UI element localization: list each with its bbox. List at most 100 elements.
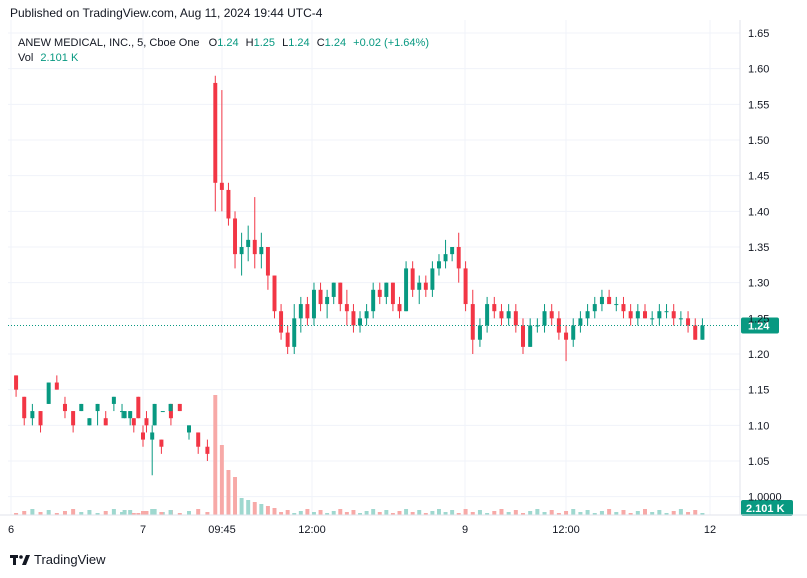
candle-body	[150, 432, 155, 440]
volume-bar	[463, 509, 468, 515]
candle-body	[298, 304, 303, 319]
candle-body	[144, 418, 149, 426]
x-tick-label: 6	[8, 524, 14, 536]
volume-bar	[312, 512, 316, 515]
candle-body	[628, 311, 633, 319]
candle-body	[22, 396, 27, 419]
candle-body	[187, 425, 191, 433]
candle-body	[437, 261, 441, 269]
candle-body	[599, 296, 604, 305]
published-caption: Published on TradingView.com, Aug 11, 20…	[10, 6, 323, 20]
high-value: 1.25	[253, 37, 276, 49]
candle-body	[318, 289, 323, 305]
volume-bar	[71, 509, 76, 515]
volume-badge	[741, 500, 793, 516]
volume-badge-label: 2.101 K	[746, 503, 785, 515]
volume-bar	[298, 511, 303, 515]
volume-bar	[285, 510, 290, 515]
candle-body	[571, 325, 576, 340]
candle-body	[643, 311, 647, 319]
candle-body	[542, 311, 547, 326]
candle-body	[272, 275, 277, 312]
candle-body	[122, 411, 127, 419]
y-tick-label: 1.0000	[748, 492, 782, 504]
y-tick-label: 1.60	[748, 64, 769, 76]
volume-bar	[607, 509, 612, 515]
volume-bar	[141, 511, 145, 515]
candle-body	[390, 282, 395, 305]
candle-body	[141, 432, 145, 440]
price-candles	[14, 75, 705, 476]
candle-body	[693, 325, 698, 340]
volume-bar	[492, 511, 497, 515]
candle-body	[233, 218, 237, 255]
volume-bar	[226, 470, 231, 515]
y-tick-label: 1.65	[748, 28, 769, 40]
candle-body	[456, 247, 461, 269]
y-tick-label: 1.05	[748, 456, 769, 468]
volume-bar	[700, 513, 705, 515]
volume-bar	[578, 512, 583, 515]
candle-body	[477, 325, 482, 340]
candle-body	[14, 375, 19, 390]
candle-body	[196, 432, 201, 447]
candle-body	[384, 282, 389, 297]
open-label: O	[208, 37, 218, 49]
volume-bar	[131, 513, 136, 515]
change-value: +0.02 (+1.64%)	[353, 37, 429, 49]
volume-bar	[30, 509, 35, 515]
candle-body	[246, 239, 251, 247]
volume-bar	[358, 513, 362, 515]
candle-body	[219, 182, 224, 190]
candle-body	[664, 311, 669, 313]
y-tick-label: 1.25	[748, 313, 769, 325]
candle-body	[450, 247, 455, 255]
volume-bar	[628, 513, 633, 515]
candle-body	[152, 403, 157, 426]
volume-bar	[585, 510, 590, 515]
candle-body	[213, 82, 218, 183]
volume-bar	[79, 512, 84, 515]
volume-bar	[196, 509, 201, 515]
volume-bar	[233, 477, 237, 515]
y-tick-label: 1.55	[748, 99, 769, 111]
volume-bar	[219, 445, 224, 515]
volume-bar	[423, 513, 428, 515]
volume-bar	[528, 511, 533, 515]
volume-bar	[331, 511, 336, 515]
candle-body	[226, 189, 231, 219]
candle-body	[205, 446, 210, 454]
candle-body	[312, 289, 316, 319]
candle-body	[549, 311, 554, 319]
candle-body	[344, 304, 349, 312]
volume-bar	[14, 513, 19, 515]
candle-body	[54, 382, 59, 390]
candle-body	[671, 311, 676, 319]
candle-body	[325, 296, 330, 305]
candle-body	[292, 318, 297, 347]
volume-bar	[177, 513, 182, 515]
candle-body	[71, 411, 76, 426]
candle-body	[239, 247, 244, 255]
volume-bar	[571, 509, 576, 515]
candle-body	[614, 304, 619, 306]
y-tick-label: 1.10	[748, 420, 769, 432]
volume-bars	[14, 395, 705, 515]
volume-bar	[450, 510, 455, 515]
candle-body	[499, 311, 504, 319]
candle-body	[38, 411, 43, 426]
volume-bar	[279, 512, 284, 515]
volume-bar	[187, 511, 191, 515]
candle-body	[358, 318, 362, 326]
tradingview-logo[interactable]: TradingView	[10, 552, 106, 567]
volume-bar	[671, 511, 676, 515]
volume-bar	[643, 509, 647, 515]
candle-body	[131, 418, 136, 426]
price-axis: 1.65 1.60 1.55 1.50 1.45 1.40 1.35 1.30 1.25 1.20…	[739, 20, 782, 515]
high-label: H	[245, 37, 254, 49]
volume-bar	[417, 510, 422, 515]
volume-bar	[259, 504, 264, 515]
candle-body	[585, 311, 590, 319]
candle-body	[159, 439, 164, 447]
